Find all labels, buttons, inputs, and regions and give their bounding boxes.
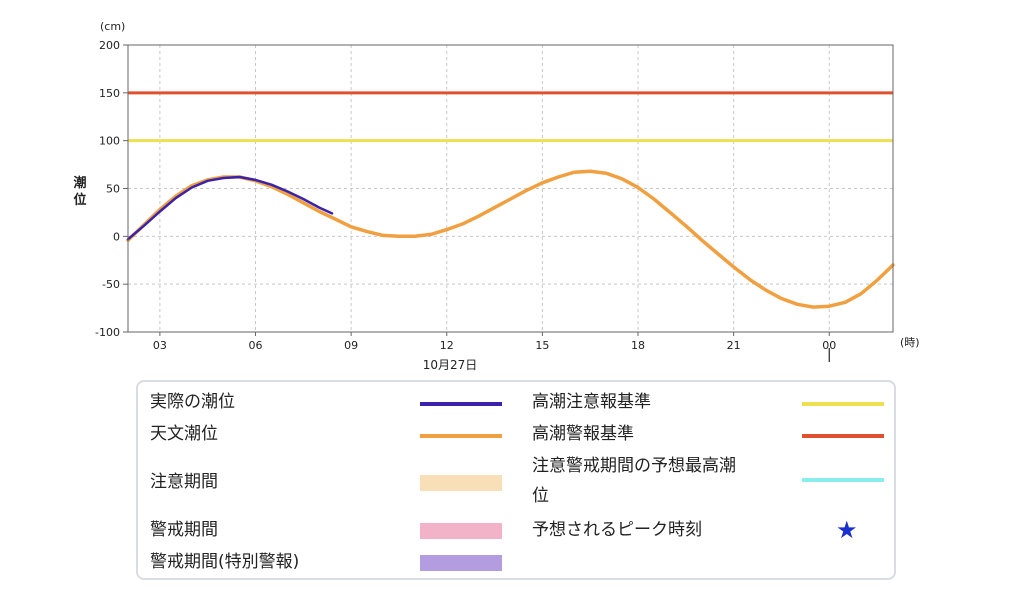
x-axis-unit: (時) (900, 336, 920, 349)
y-axis-unit: (cm) (100, 20, 125, 33)
legend-label: 注意警戒期間の予想最高潮 (532, 456, 736, 476)
y-tick-label: 100 (99, 135, 120, 148)
x-tick-label: 00 (822, 339, 836, 352)
date-label: 10月27日 (423, 358, 478, 372)
observed-tide-line (126, 175, 334, 241)
legend-swatch (420, 523, 502, 539)
threshold-lines (128, 91, 893, 143)
x-tick-label: 09 (344, 339, 358, 352)
y-axis-label-char: 潮 (73, 175, 86, 191)
y-axis-label-char: 位 (73, 192, 86, 208)
series-lines (126, 169, 895, 309)
tide-chart: 200 150 100 50 0 -50 -100 03 06 09 12 15 18 21 00 (cm… (73, 20, 920, 372)
y-axis-label: 潮位 (73, 175, 86, 208)
legend-label: 高潮警報基準 (532, 424, 634, 444)
legend-label: 実際の潮位 (150, 392, 235, 412)
legend-swatch (802, 402, 884, 406)
y-tick-label: 200 (99, 39, 120, 52)
x-tick-label: 12 (440, 339, 454, 352)
x-tick-label: 03 (153, 339, 167, 352)
x-tick-label: 15 (535, 339, 549, 352)
legend-swatch (802, 434, 884, 438)
x-tick-label: 06 (249, 339, 263, 352)
legend-label: 警戒期間 (150, 520, 218, 540)
y-tick-label: 0 (113, 230, 120, 243)
x-tick-label: 21 (727, 339, 741, 352)
legend-label: 予想されるピーク時刻 (532, 520, 702, 540)
legend-swatch (420, 434, 502, 438)
legend-swatch (802, 478, 884, 482)
y-tick-label: 150 (99, 87, 120, 100)
y-tick-label: -100 (95, 326, 120, 339)
legend-swatch (420, 555, 502, 571)
astronomical-tide-line (126, 169, 895, 309)
y-tick-label: -50 (102, 278, 120, 291)
legend: 実際の潮位天文潮位注意期間警戒期間警戒期間(特別警報) 高潮注意報基準 高潮警報基準… (136, 380, 896, 580)
y-tick-label: 50 (106, 183, 120, 196)
legend-swatch (420, 402, 502, 406)
legend-label: 注意期間 (150, 472, 218, 492)
x-axis-ticks: 03 06 09 12 15 18 21 00 (153, 332, 836, 352)
x-tick-label: 18 (631, 339, 645, 352)
legend-label: 警戒期間(特別警報) (150, 552, 300, 572)
chart-grid (128, 45, 893, 332)
y-axis-ticks: 200 150 100 50 0 -50 -100 (95, 39, 128, 339)
legend-label: 高潮注意報基準 (532, 392, 651, 412)
star-icon: ★ (836, 516, 858, 544)
legend-swatch (420, 475, 502, 491)
legend-label: 天文潮位 (150, 424, 218, 444)
legend-label: 位 (532, 486, 549, 506)
